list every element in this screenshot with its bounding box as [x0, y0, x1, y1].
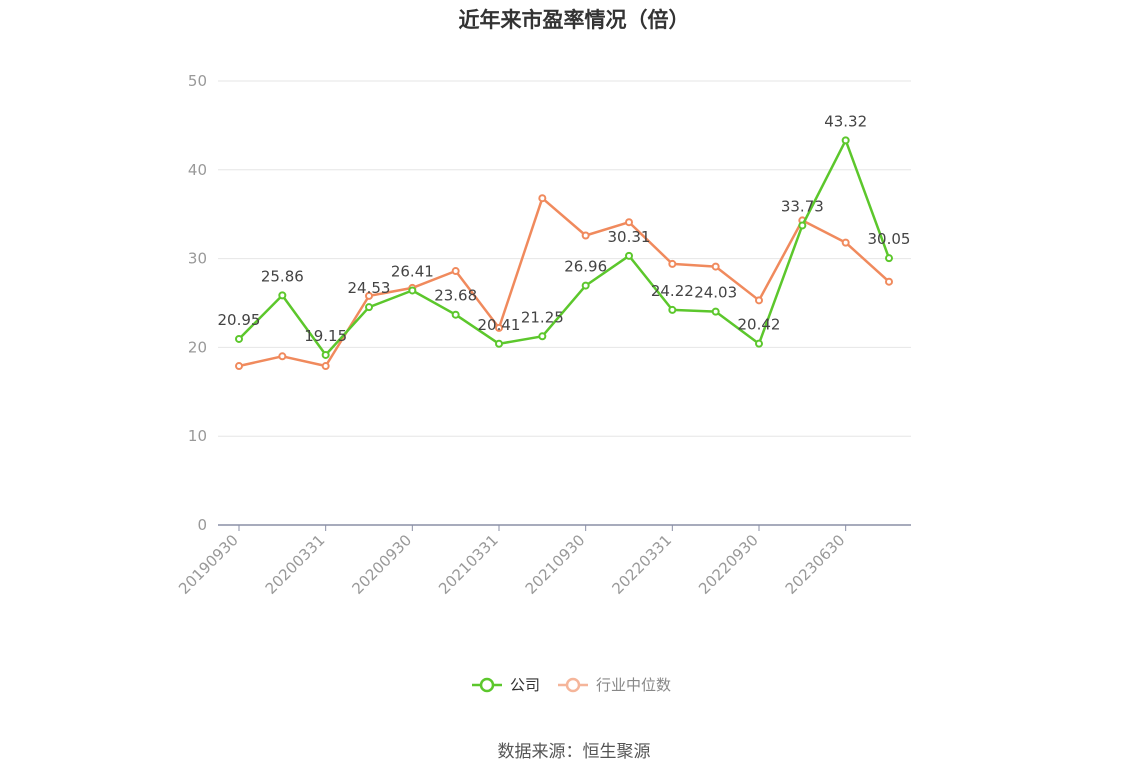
data-point [365, 291, 373, 300]
source-note: 数据来源：恒生聚源 [497, 742, 651, 762]
data-point [755, 339, 763, 348]
y-tick-label: 30 [188, 250, 207, 268]
data-point [755, 296, 763, 305]
y-axis-ticks: 0 10 20 30 40 50 [188, 72, 207, 534]
data-point [841, 238, 850, 247]
legend-label: 行业中位数 [596, 676, 671, 694]
series-lines [235, 136, 893, 371]
data-label: 23.68 [434, 287, 477, 305]
data-point [798, 221, 807, 230]
x-tick-label: 20220930 [695, 531, 762, 598]
data-label: 21.25 [521, 308, 564, 326]
data-label: 24.03 [694, 284, 737, 302]
legend-swatch-marker [479, 677, 495, 693]
data-point [495, 339, 503, 348]
data-point [321, 362, 330, 371]
data-point [625, 218, 633, 227]
data-point [668, 259, 677, 268]
data-label: 24.22 [651, 282, 694, 300]
data-point [495, 323, 503, 332]
data-point [408, 286, 417, 295]
data-point [278, 291, 287, 300]
data-point [321, 350, 330, 359]
data-point [841, 136, 850, 145]
data-point [711, 262, 720, 271]
series-line-0 [238, 139, 891, 357]
y-tick-label: 50 [188, 72, 207, 90]
data-label: 30.31 [608, 228, 651, 246]
x-tick-label: 20210331 [435, 531, 502, 598]
data-label: 24.53 [348, 279, 391, 297]
chart-title: 近年来市盈率情况（倍） [458, 8, 690, 32]
data-label: 20.95 [218, 311, 261, 329]
data-point [885, 254, 893, 263]
data-point [235, 334, 243, 343]
data-label: 26.41 [391, 262, 434, 280]
data-point [278, 352, 287, 361]
data-point [538, 194, 547, 203]
y-tick-label: 20 [188, 338, 207, 356]
data-point [711, 307, 720, 316]
data-point [581, 231, 590, 240]
data-point [538, 332, 547, 341]
data-label: 30.05 [868, 230, 911, 248]
data-point [625, 251, 633, 260]
data-label: 33.73 [781, 197, 824, 215]
data-point [581, 281, 590, 290]
x-tick-label: 20230630 [782, 531, 849, 598]
data-point [451, 267, 460, 276]
x-tick-label: 20200331 [262, 531, 329, 598]
y-tick-label: 10 [188, 427, 207, 445]
y-tick-label: 40 [188, 161, 207, 179]
legend-item-0[interactable]: 公司 [472, 676, 540, 694]
data-label: 20.42 [738, 316, 781, 334]
data-label: 43.32 [824, 112, 867, 130]
x-tick-label: 20220331 [608, 531, 675, 598]
x-tick-label: 20200930 [348, 531, 415, 598]
data-point [365, 303, 373, 312]
data-point [451, 310, 460, 319]
x-tick-label: 20210930 [522, 531, 589, 598]
data-label: 19.15 [304, 327, 347, 345]
data-label: 25.86 [261, 267, 304, 285]
data-point [235, 362, 243, 371]
data-label: 26.96 [564, 258, 607, 276]
legend[interactable]: 公司 行业中位数 [472, 676, 671, 694]
y-tick-label: 0 [197, 516, 207, 534]
data-point [885, 277, 893, 286]
x-tick-label: 20190930 [175, 531, 242, 598]
legend-swatch-marker [565, 677, 581, 693]
x-axis: 20190930 20200331 20200930 20210331 20210930… [175, 524, 911, 598]
data-label: 20.41 [478, 316, 521, 334]
legend-item-1[interactable]: 行业中位数 [558, 676, 671, 694]
data-point [668, 305, 677, 314]
legend-label: 公司 [510, 676, 540, 694]
